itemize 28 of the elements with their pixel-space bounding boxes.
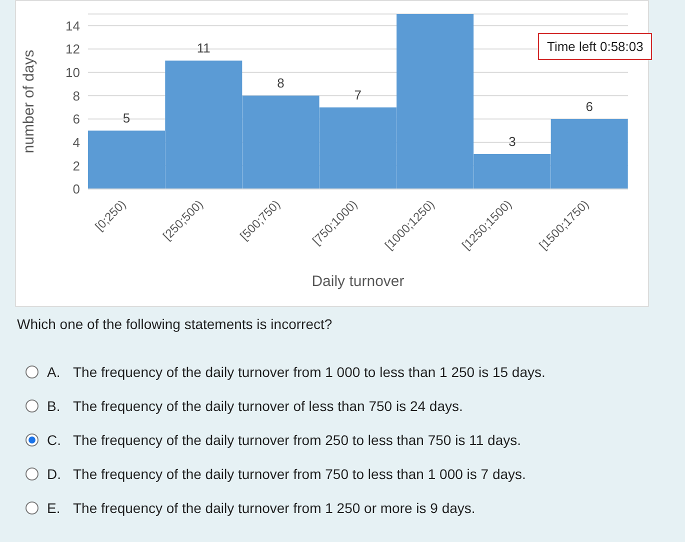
text: The frequency of the daily turnover from 1 250 or more is 9 days. <box>73 500 476 516</box>
y-tick-label: 6 <box>72 112 80 127</box>
data-label: 7 <box>354 87 362 102</box>
y-tick-label: 12 <box>66 42 80 57</box>
y-tick-label: 8 <box>72 88 80 104</box>
y-tick-label: 4 <box>72 134 80 150</box>
data-label: 3 <box>508 134 516 149</box>
text: A. <box>47 364 62 380</box>
text: The frequency of the daily turnover from 1 000 to less than 1 250 is 15 days. <box>73 364 546 380</box>
annotation: Time left 0:58:03 <box>538 33 652 60</box>
text: C. <box>47 432 62 448</box>
x-axis-title: Daily turnover <box>312 273 404 290</box>
y-tick-label: 10 <box>66 64 80 80</box>
text: D. <box>47 466 62 482</box>
text: E. <box>47 500 62 516</box>
data-label: 11 <box>196 40 210 56</box>
data-label: 6 <box>586 99 593 114</box>
data-label: 8 <box>277 76 284 91</box>
y-axis-title: number of days <box>20 50 38 154</box>
y-tick-label: 0 <box>72 182 80 197</box>
data-label: 5 <box>122 110 130 126</box>
text: The frequency of the daily turnover of less than 750 is 24 days. <box>73 398 463 414</box>
text: B. <box>47 398 62 414</box>
y-tick-label: 2 <box>72 158 80 174</box>
y-tick-label: 14 <box>66 18 80 34</box>
text: Which one of the following statements is incorrect? <box>17 316 332 332</box>
text: The frequency of the daily turnover from 750 to less than 1 000 is 7 days. <box>73 466 526 482</box>
text: The frequency of the daily turnover from 250 to less than 750 is 11 days. <box>73 432 521 448</box>
